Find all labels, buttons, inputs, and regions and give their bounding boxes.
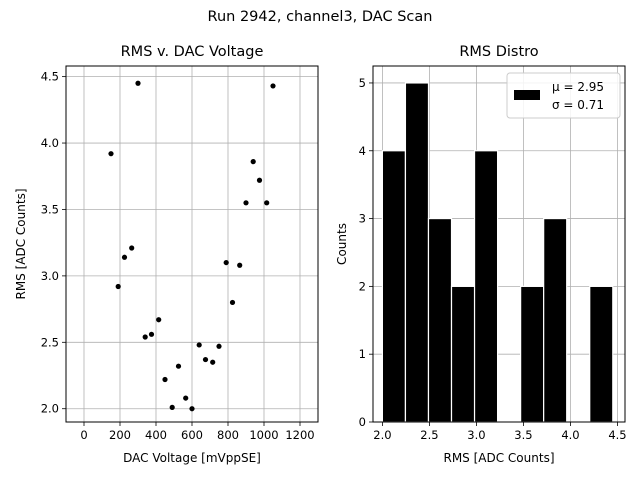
histogram-panel: RMS Distro 2.0 2.5 3.0 3.5 4.0 4.5 0 1 2 3 4 5 RMS… bbox=[335, 44, 627, 465]
scatter-point bbox=[148, 331, 155, 337]
histogram-x-tick-label: 4.5 bbox=[608, 428, 626, 442]
scatter-point bbox=[256, 177, 263, 183]
histogram-bar bbox=[427, 217, 453, 423]
histogram-bar bbox=[381, 150, 407, 423]
histogram-x-tick-label: 3.0 bbox=[467, 428, 485, 442]
scatter-point bbox=[250, 159, 256, 165]
scatter-x-tick-label: 0 bbox=[80, 428, 87, 442]
histogram-bar bbox=[404, 82, 430, 423]
scatter-point bbox=[243, 200, 249, 206]
scatter-points bbox=[108, 80, 276, 412]
scatter-point bbox=[229, 299, 236, 306]
scatter-point bbox=[216, 343, 222, 349]
scatter-point bbox=[183, 395, 189, 401]
legend-mean: μ = 2.95 bbox=[552, 80, 604, 94]
histogram-y-tick-label: 4 bbox=[359, 144, 366, 158]
scatter-point bbox=[202, 356, 209, 363]
histogram-bar bbox=[520, 285, 545, 423]
scatter-point bbox=[129, 245, 135, 251]
scatter-point bbox=[115, 283, 121, 290]
scatter-point bbox=[175, 363, 182, 369]
scatter-point bbox=[237, 262, 243, 268]
scatter-grid bbox=[66, 66, 318, 422]
legend-sigma: σ = 0.71 bbox=[552, 98, 604, 112]
scatter-point bbox=[169, 404, 175, 410]
histogram-x-label: RMS [ADC Counts] bbox=[443, 451, 554, 465]
scatter-title: RMS v. DAC Voltage bbox=[121, 44, 264, 60]
scatter-x-tick-label: 1200 bbox=[285, 428, 314, 442]
histogram-bar bbox=[450, 285, 476, 423]
scatter-point bbox=[108, 151, 114, 157]
scatter-point bbox=[196, 342, 202, 348]
legend-swatch bbox=[514, 90, 540, 100]
histogram-x-tick-label: 2.0 bbox=[373, 428, 391, 442]
scatter-x-tick-label: 200 bbox=[109, 428, 131, 442]
legend-frame bbox=[506, 72, 621, 119]
histogram-y-ticks: 0 1 2 3 4 5 bbox=[359, 76, 373, 429]
scatter-x-tick-label: 1000 bbox=[249, 428, 278, 442]
histogram-y-tick-label: 0 bbox=[359, 415, 366, 429]
figure-suptitle: Run 2942, channel3, DAC Scan bbox=[208, 9, 433, 25]
histogram-plot-area bbox=[372, 65, 626, 423]
scatter-y-tick-label: 3.5 bbox=[41, 202, 59, 216]
scatter-x-tick-label: 400 bbox=[145, 428, 167, 442]
scatter-point bbox=[121, 254, 128, 260]
scatter-y-tick-label: 2.0 bbox=[41, 402, 59, 416]
histogram-y-tick-label: 5 bbox=[359, 76, 366, 90]
scatter-y-tick-label: 4.0 bbox=[41, 136, 59, 150]
histogram-x-tick-label: 3.5 bbox=[514, 428, 532, 442]
scatter-point bbox=[142, 334, 148, 340]
scatter-x-ticks: 0 200 400 600 800 1000 1200 bbox=[80, 422, 315, 442]
scatter-y-tick-label: 3.0 bbox=[41, 269, 59, 283]
histogram-y-tick-label: 3 bbox=[359, 212, 366, 226]
scatter-y-tick-label: 4.5 bbox=[41, 70, 59, 84]
scatter-x-tick-label: 600 bbox=[181, 428, 203, 442]
scatter-y-label: RMS [ADC Counts] bbox=[14, 188, 28, 299]
scatter-point bbox=[135, 80, 141, 86]
histogram-y-label: Counts bbox=[335, 223, 349, 265]
histogram-bar bbox=[543, 217, 568, 423]
histogram-bar bbox=[589, 285, 614, 423]
scatter-point bbox=[156, 317, 162, 323]
histogram-y-tick-label: 1 bbox=[359, 347, 366, 361]
histogram-legend: μ = 2.95 σ = 0.71 bbox=[506, 72, 621, 119]
scatter-point bbox=[189, 406, 195, 412]
scatter-y-tick-label: 2.5 bbox=[41, 335, 59, 349]
scatter-point bbox=[264, 200, 270, 206]
scatter-y-ticks: 2.0 2.5 3.0 3.5 4.0 4.5 bbox=[41, 70, 66, 416]
scatter-point bbox=[162, 376, 168, 383]
histogram-bars bbox=[381, 82, 614, 423]
histogram-title: RMS Distro bbox=[459, 44, 538, 60]
histogram-x-tick-label: 2.5 bbox=[420, 428, 438, 442]
scatter-x-label: DAC Voltage [mVppSE] bbox=[123, 451, 261, 465]
scatter-point bbox=[210, 359, 216, 365]
histogram-x-tick-label: 4.0 bbox=[561, 428, 579, 442]
scatter-panel: RMS v. DAC Voltage 0 200 400 600 800 1000 1200… bbox=[14, 44, 319, 465]
scatter-point bbox=[223, 259, 229, 266]
histogram-x-ticks: 2.0 2.5 3.0 3.5 4.0 4.5 bbox=[373, 422, 627, 442]
scatter-point bbox=[270, 83, 276, 89]
scatter-plot-area bbox=[65, 65, 319, 423]
histogram-bar bbox=[473, 150, 499, 423]
scatter-x-tick-label: 800 bbox=[217, 428, 239, 442]
histogram-y-tick-label: 2 bbox=[359, 279, 366, 293]
